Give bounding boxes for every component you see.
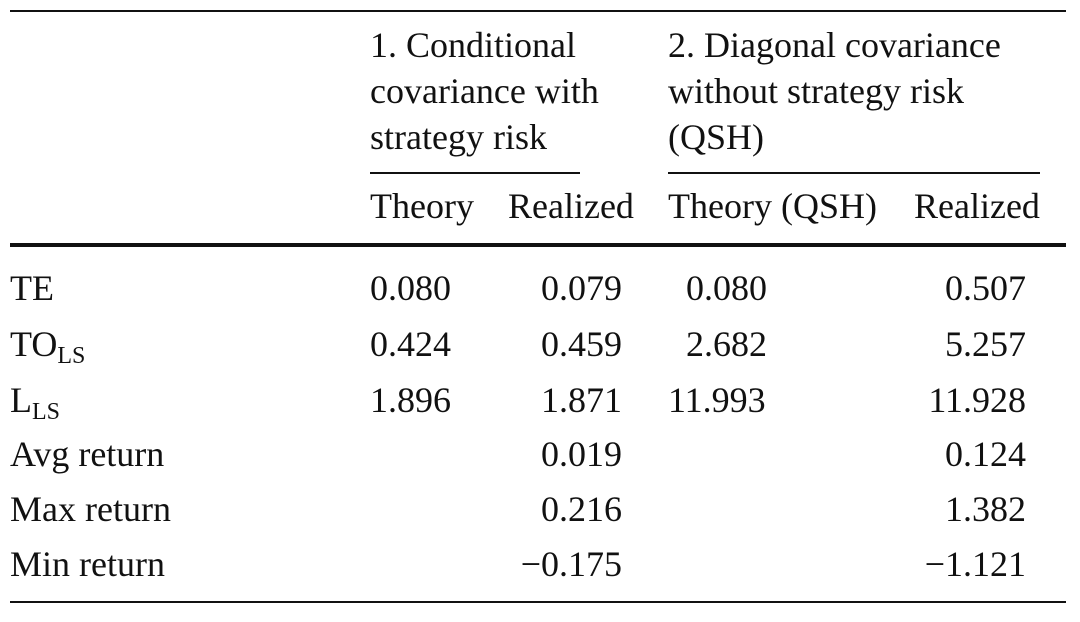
row-label-min-return: Min return	[10, 544, 165, 584]
row-label-l-ls: LLS	[10, 372, 60, 428]
header-rule	[10, 243, 1066, 247]
group1-underline	[370, 172, 580, 174]
top-rule	[10, 10, 1066, 12]
cell-to-ls-realized-qsh: 5.257	[945, 324, 1026, 364]
cell-max-return-realized: 0.216	[541, 489, 622, 529]
col-header-theory-qsh: Theory (QSH)	[668, 186, 877, 226]
cell-l-ls-realized-qsh: 11.928	[928, 380, 1026, 420]
group-header-1-line: strategy risk	[370, 117, 547, 157]
cell-te-theory: 0.080	[370, 268, 451, 308]
col-header-realized-1: Realized	[508, 186, 634, 226]
cell-to-ls-realized: 0.459	[541, 324, 622, 364]
cell-l-ls-theory-qsh: 11.993	[668, 380, 766, 420]
row-label-text: TE	[10, 268, 54, 308]
group-header-2-line: without strategy risk	[668, 71, 964, 111]
cell-max-return-realized-qsh: 1.382	[945, 489, 1026, 529]
group-header-1: 1. Conditional covariance with strategy …	[370, 22, 599, 160]
group-header-1-line: 1. Conditional	[370, 25, 576, 65]
cell-to-ls-theory-qsh: 2.682	[686, 324, 767, 364]
group-header-2: 2. Diagonal covariance without strategy …	[668, 22, 1001, 160]
group-header-1-line: covariance with	[370, 71, 599, 111]
cell-avg-return-realized-qsh: 0.124	[945, 434, 1026, 474]
row-label-to-ls: TOLS	[10, 316, 85, 372]
cell-te-theory-qsh: 0.080	[686, 268, 767, 308]
cell-to-ls-theory: 0.424	[370, 324, 451, 364]
group-header-2-line: 2. Diagonal covariance	[668, 25, 1001, 65]
row-label-avg-return: Avg return	[10, 434, 165, 474]
group-header-2-line: (QSH)	[668, 117, 764, 157]
cell-l-ls-realized: 1.871	[541, 380, 622, 420]
cell-l-ls-theory: 1.896	[370, 380, 451, 420]
bottom-rule	[10, 601, 1066, 603]
row-label-text: L	[10, 380, 32, 420]
col-header-theory-1: Theory	[370, 186, 474, 226]
row-label-max-return: Max return	[10, 489, 171, 529]
row-label-text: TO	[10, 324, 58, 364]
group2-underline	[668, 172, 1040, 174]
cell-avg-return-realized: 0.019	[541, 434, 622, 474]
col-header-realized-2: Realized	[914, 186, 1040, 226]
cell-min-return-realized: −0.175	[520, 544, 622, 584]
row-label-te: TE	[10, 260, 54, 316]
cell-min-return-realized-qsh: −1.121	[924, 544, 1026, 584]
row-label-subscript: LS	[32, 399, 61, 425]
row-label-subscript: LS	[57, 343, 86, 369]
cell-te-realized-qsh: 0.507	[945, 268, 1026, 308]
cell-te-realized: 0.079	[541, 268, 622, 308]
